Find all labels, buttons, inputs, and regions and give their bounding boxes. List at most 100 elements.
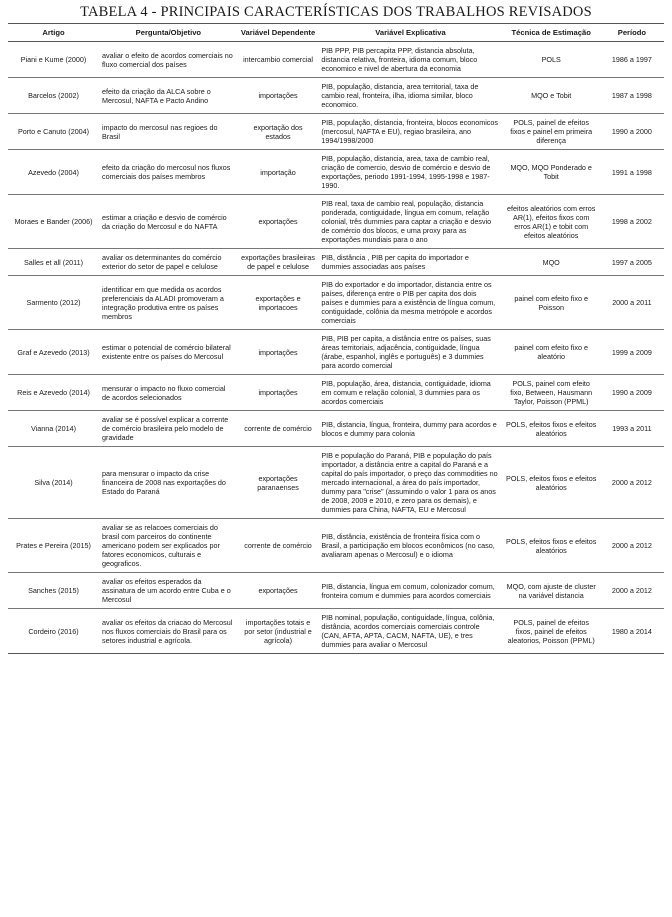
cell-tecnica: MQO xyxy=(503,249,600,276)
cell-artigo: Piani e Kume (2000) xyxy=(8,42,99,78)
cell-explicativa: PIB, distancia, língua, fronteira, dummy… xyxy=(318,411,502,447)
cell-artigo: Graf e Azevedo (2013) xyxy=(8,330,99,375)
page: TABELA 4 - PRINCIPAIS CARACTERÍSTICAS DO… xyxy=(0,0,672,662)
cell-periodo: 1986 a 1997 xyxy=(600,42,664,78)
table-row: Piani e Kume (2000)avaliar o efeito de a… xyxy=(8,42,664,78)
col-explicativa: Variável Explicativa xyxy=(318,24,502,42)
cell-periodo: 1991 a 1998 xyxy=(600,150,664,195)
cell-explicativa: PIB, distancia, língua em comum, coloniz… xyxy=(318,573,502,609)
cell-dependente: exportações brasileiras de papel e celul… xyxy=(238,249,319,276)
cell-explicativa: PIB, população, distancia, area, taxa de… xyxy=(318,150,502,195)
table-row: Silva (2014)para mensurar o impacto da c… xyxy=(8,447,664,519)
cell-explicativa: PIB, população, área, distancia, contigu… xyxy=(318,375,502,411)
cell-artigo: Reis e Azevedo (2014) xyxy=(8,375,99,411)
cell-tecnica: POLS, efeitos fixos e efeitos aleatórios xyxy=(503,519,600,573)
cell-periodo: 1980 a 2014 xyxy=(600,609,664,654)
cell-periodo: 1999 a 2009 xyxy=(600,330,664,375)
table-row: Barcelos (2002)efeito da criação da ALCA… xyxy=(8,78,664,114)
cell-artigo: Silva (2014) xyxy=(8,447,99,519)
cell-dependente: importações xyxy=(238,375,319,411)
cell-pergunta: identificar em que medida os acordos pre… xyxy=(99,276,238,330)
cell-dependente: importações totais e por setor (industri… xyxy=(238,609,319,654)
cell-tecnica: POLS, efeitos fixos e efeitos aleatórios xyxy=(503,447,600,519)
cell-artigo: Sanches (2015) xyxy=(8,573,99,609)
col-tecnica: Técnica de Estimação xyxy=(503,24,600,42)
cell-artigo: Barcelos (2002) xyxy=(8,78,99,114)
main-table: Artigo Pergunta/Objetivo Variável Depend… xyxy=(8,23,664,654)
cell-explicativa: PIB do exportador e do importador, dista… xyxy=(318,276,502,330)
cell-pergunta: avaliar se é possível explicar a corrent… xyxy=(99,411,238,447)
cell-dependente: exportações paranaenses xyxy=(238,447,319,519)
cell-artigo: Cordeiro (2016) xyxy=(8,609,99,654)
cell-explicativa: PIB, PIB per capita, a distância entre o… xyxy=(318,330,502,375)
cell-explicativa: PIB, população, distancia, area territor… xyxy=(318,78,502,114)
cell-periodo: 1998 a 2002 xyxy=(600,195,664,249)
table-row: Cordeiro (2016)avaliar os efeitos da cri… xyxy=(8,609,664,654)
cell-dependente: exportações xyxy=(238,573,319,609)
cell-artigo: Salles et all (2011) xyxy=(8,249,99,276)
col-periodo: Período xyxy=(600,24,664,42)
cell-periodo: 2000 a 2012 xyxy=(600,447,664,519)
cell-dependente: importações xyxy=(238,330,319,375)
cell-explicativa: PIB, distância, existência de fronteira … xyxy=(318,519,502,573)
table-body: Piani e Kume (2000)avaliar o efeito de a… xyxy=(8,42,664,654)
cell-tecnica: MQO e Tobit xyxy=(503,78,600,114)
cell-pergunta: avaliar os efeitos da criacao do Mercosu… xyxy=(99,609,238,654)
cell-pergunta: estimar o potencial de comércio bilatera… xyxy=(99,330,238,375)
cell-artigo: Sarmento (2012) xyxy=(8,276,99,330)
table-row: Sarmento (2012)identificar em que medida… xyxy=(8,276,664,330)
cell-dependente: corrente de comércio xyxy=(238,411,319,447)
cell-pergunta: avaliar os determinantes do comércio ext… xyxy=(99,249,238,276)
cell-periodo: 2000 a 2011 xyxy=(600,276,664,330)
cell-pergunta: efeito da criação da ALCA sobre o Mercos… xyxy=(99,78,238,114)
cell-explicativa: PIB, população, distancia, fronteira, bl… xyxy=(318,114,502,150)
cell-tecnica: POLS, painel de efeitos fixos e painel e… xyxy=(503,114,600,150)
cell-tecnica: MQO, com ajuste de cluster na variável d… xyxy=(503,573,600,609)
cell-periodo: 2000 a 2012 xyxy=(600,519,664,573)
table-row: Vianna (2014)avaliar se é possível expli… xyxy=(8,411,664,447)
table-row: Moraes e Bander (2006)estimar a criação … xyxy=(8,195,664,249)
cell-pergunta: avaliar se as relacoes comerciais do bra… xyxy=(99,519,238,573)
cell-pergunta: avaliar o efeito de acordos comerciais n… xyxy=(99,42,238,78)
cell-periodo: 1993 a 2011 xyxy=(600,411,664,447)
cell-artigo: Prates e Pereira (2015) xyxy=(8,519,99,573)
cell-dependente: exportação dos estados xyxy=(238,114,319,150)
table-row: Porto e Canuto (2004)impacto do mercosul… xyxy=(8,114,664,150)
cell-dependente: corrente de comércio xyxy=(238,519,319,573)
cell-tecnica: POLS, painel de efeitos fixos, painel de… xyxy=(503,609,600,654)
cell-periodo: 1997 a 2005 xyxy=(600,249,664,276)
cell-explicativa: PIB PPP, PIB percapita PPP, distancia ab… xyxy=(318,42,502,78)
cell-pergunta: avaliar os efeitos esperados da assinatu… xyxy=(99,573,238,609)
cell-explicativa: PIB nominal, população, contiguidade, lí… xyxy=(318,609,502,654)
cell-dependente: importações xyxy=(238,78,319,114)
cell-dependente: exportações e importacoes xyxy=(238,276,319,330)
cell-pergunta: estimar a criação e desvio de comércio d… xyxy=(99,195,238,249)
table-row: Salles et all (2011)avaliar os determina… xyxy=(8,249,664,276)
table-title: TABELA 4 - PRINCIPAIS CARACTERÍSTICAS DO… xyxy=(8,0,664,23)
table-header: Artigo Pergunta/Objetivo Variável Depend… xyxy=(8,24,664,42)
cell-explicativa: PIB, distância , PIB per capita do impor… xyxy=(318,249,502,276)
cell-tecnica: efeitos aleatórios com erros AR(1), efei… xyxy=(503,195,600,249)
cell-artigo: Vianna (2014) xyxy=(8,411,99,447)
cell-explicativa: PIB real, taxa de cambio real, população… xyxy=(318,195,502,249)
col-dependente: Variável Dependente xyxy=(238,24,319,42)
cell-pergunta: mensurar o impacto no fluxo comercial de… xyxy=(99,375,238,411)
cell-pergunta: efeito da criação do mercosul nos fluxos… xyxy=(99,150,238,195)
cell-artigo: Moraes e Bander (2006) xyxy=(8,195,99,249)
table-row: Prates e Pereira (2015)avaliar se as rel… xyxy=(8,519,664,573)
cell-periodo: 2000 a 2012 xyxy=(600,573,664,609)
col-artigo: Artigo xyxy=(8,24,99,42)
cell-tecnica: POLS, efeitos fixos e efeitos aleatórios xyxy=(503,411,600,447)
table-row: Azevedo (2004)efeito da criação do merco… xyxy=(8,150,664,195)
cell-tecnica: painel com efeito fixo e Poisson xyxy=(503,276,600,330)
cell-pergunta: para mensurar o impacto da crise finance… xyxy=(99,447,238,519)
cell-periodo: 1990 a 2009 xyxy=(600,375,664,411)
cell-periodo: 1990 a 2000 xyxy=(600,114,664,150)
col-pergunta: Pergunta/Objetivo xyxy=(99,24,238,42)
cell-dependente: exportações xyxy=(238,195,319,249)
cell-dependente: intercambio comercial xyxy=(238,42,319,78)
cell-explicativa: PIB e população do Paraná, PIB e populaç… xyxy=(318,447,502,519)
cell-artigo: Azevedo (2004) xyxy=(8,150,99,195)
cell-dependente: importação xyxy=(238,150,319,195)
cell-tecnica: painel com efeito fixo e aleatório xyxy=(503,330,600,375)
